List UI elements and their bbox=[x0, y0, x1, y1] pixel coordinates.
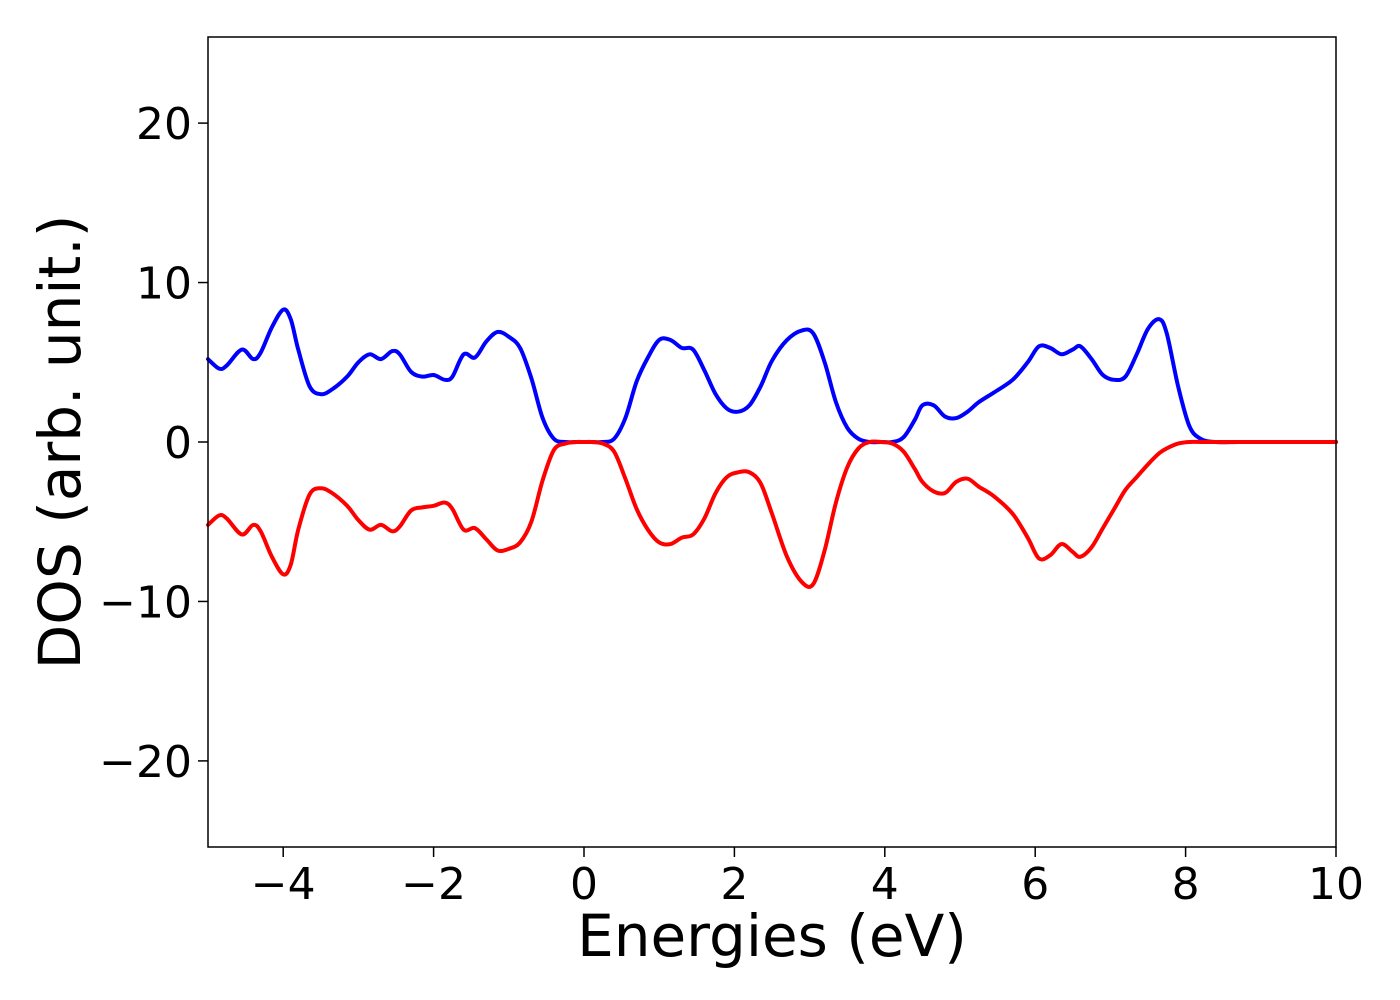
x-tick-label: 4 bbox=[871, 859, 899, 910]
y-tick-label: 0 bbox=[164, 418, 192, 469]
series-line-1 bbox=[206, 307, 1338, 445]
x-axis-label: Energies (eV) bbox=[577, 902, 967, 970]
x-tick-label: −4 bbox=[251, 859, 316, 910]
y-axis: −20 −10 0 10 20 bbox=[99, 99, 208, 788]
y-tick-label: 20 bbox=[136, 99, 192, 150]
plot-background bbox=[208, 37, 1336, 847]
y-axis-label: DOS (arb. unit.) bbox=[26, 215, 94, 670]
x-tick-label: 6 bbox=[1021, 859, 1049, 910]
series-layer bbox=[206, 307, 1338, 589]
series-line-2 bbox=[206, 439, 1338, 589]
x-tick-label: 0 bbox=[570, 859, 598, 910]
y-tick-label: −20 bbox=[99, 737, 192, 788]
x-tick-label: −2 bbox=[401, 859, 466, 910]
x-tick-label: 2 bbox=[720, 859, 748, 910]
y-tick-label: −10 bbox=[99, 577, 192, 628]
y-tick-label: 10 bbox=[136, 259, 192, 310]
x-axis: −4 −2 0 2 4 6 8 10 bbox=[251, 847, 1364, 910]
x-tick-label: 10 bbox=[1308, 859, 1364, 910]
x-tick-label: 8 bbox=[1172, 859, 1200, 910]
